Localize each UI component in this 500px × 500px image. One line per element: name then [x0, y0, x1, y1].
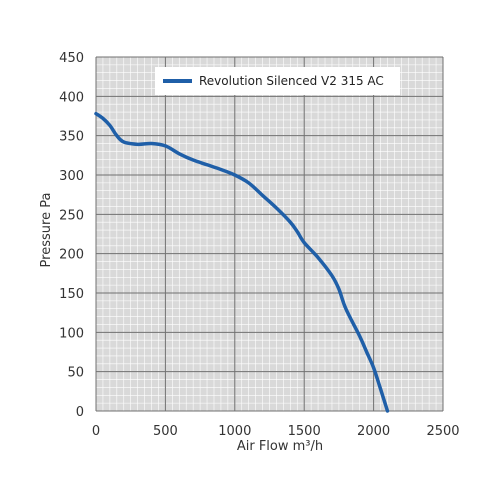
x-tick-label: 2000	[357, 424, 390, 439]
y-tick-label: 350	[59, 130, 84, 145]
legend-label: Revolution Silenced V2 315 AC	[199, 74, 384, 88]
y-tick-label: 300	[59, 169, 84, 184]
y-tick-label: 100	[59, 326, 84, 341]
y-tick-label: 200	[59, 248, 84, 263]
x-tick-label: 500	[153, 424, 178, 439]
y-axis-label: Pressure Pa	[39, 193, 54, 268]
legend-box	[155, 67, 400, 95]
x-tick-label: 1500	[288, 424, 321, 439]
x-tick-label: 1000	[218, 424, 251, 439]
series-line	[94, 111, 390, 413]
y-tick-label: 400	[59, 90, 84, 105]
y-tick-label: 150	[59, 287, 84, 302]
y-tick-label: 450	[59, 51, 84, 66]
legend: Revolution Silenced V2 315 AC	[155, 67, 400, 95]
y-tick-labels: 0 50 100 150 200 250 300 350 400 450	[59, 51, 84, 420]
y-tick-label: 50	[67, 366, 84, 381]
major-grid	[95, 56, 444, 412]
x-axis-label: Air Flow m³/h	[237, 439, 323, 454]
series-layer	[94, 111, 390, 413]
y-tick-label: 0	[76, 405, 84, 420]
x-tick-label: 2500	[426, 424, 459, 439]
x-tick-labels: 0 500 1000 1500 2000 2500	[92, 424, 460, 439]
x-tick-label: 0	[92, 424, 100, 439]
y-tick-label: 250	[59, 208, 84, 223]
